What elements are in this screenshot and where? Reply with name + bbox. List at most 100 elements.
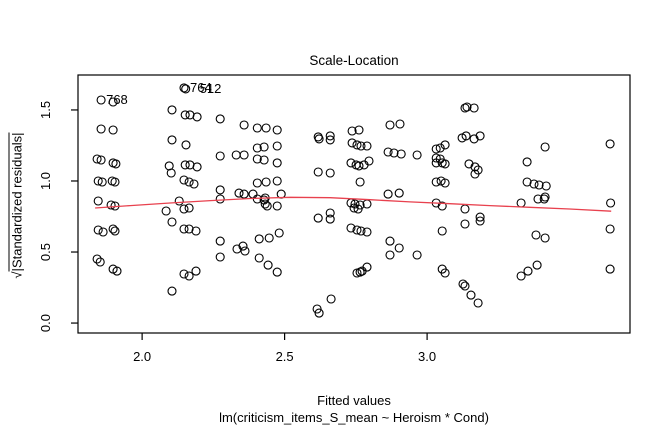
data-point [95, 257, 105, 267]
data-point [516, 198, 526, 208]
data-point [461, 131, 471, 141]
data-point [462, 102, 472, 112]
y-tick-label: 1.5 [38, 101, 53, 119]
data-point [313, 167, 323, 177]
x-tick-label: 2.0 [133, 349, 151, 364]
data-point [252, 123, 262, 133]
data-point [98, 227, 108, 237]
data-point [440, 159, 450, 169]
data-point [106, 200, 116, 210]
data-point [189, 179, 199, 189]
data-point [174, 196, 184, 206]
data-point [460, 103, 470, 113]
data-point [215, 151, 225, 161]
data-point [475, 131, 485, 141]
data-point [254, 234, 264, 244]
data-point [440, 268, 450, 278]
outlier-label: 764 [190, 80, 212, 95]
data-point [437, 226, 447, 236]
data-point [272, 141, 282, 151]
data-point [354, 161, 364, 171]
data-point [261, 123, 271, 133]
data-point [181, 84, 191, 94]
data-point [254, 253, 264, 263]
x-axis-ticks: 2.0 2.5 3.0 [133, 333, 436, 364]
data-point [112, 266, 122, 276]
data-point [108, 97, 118, 107]
data-point [383, 147, 393, 157]
data-point [469, 134, 479, 144]
data-point [347, 138, 357, 148]
data-point [325, 214, 335, 224]
data-point [97, 177, 107, 187]
data-point [325, 135, 335, 145]
data-point [180, 110, 190, 120]
outlier-label: 768 [106, 92, 128, 107]
data-point [533, 194, 543, 204]
data-point [325, 168, 335, 178]
data-point [272, 201, 282, 211]
data-point [93, 176, 103, 186]
data-point [314, 134, 324, 144]
data-point [385, 120, 395, 130]
data-point [184, 177, 194, 187]
data-point [540, 233, 550, 243]
data-point [314, 308, 324, 318]
data-point [346, 158, 356, 168]
data-point [215, 185, 225, 195]
data-point [325, 131, 335, 141]
data-point [238, 241, 248, 251]
data-point [261, 177, 271, 187]
data-point [184, 271, 194, 281]
data-point [412, 150, 422, 160]
y-tick-label: 1.0 [38, 172, 53, 190]
data-point [362, 141, 372, 151]
data-point [259, 155, 269, 165]
data-point [93, 225, 103, 235]
data-point [541, 181, 551, 191]
data-point [248, 189, 258, 199]
data-point [460, 204, 470, 214]
data-point [263, 260, 273, 270]
data-point [215, 194, 225, 204]
data-point [239, 120, 249, 130]
x-axis-title: Fitted values [317, 393, 391, 408]
data-point [312, 304, 322, 314]
data-point [110, 177, 120, 187]
data-point [167, 105, 177, 115]
data-point [108, 224, 118, 234]
data-point [437, 201, 447, 211]
data-point [96, 124, 106, 134]
plot-frame [77, 74, 631, 334]
data-point [179, 175, 189, 185]
data-point [179, 224, 189, 234]
data-point [231, 150, 241, 160]
data-point [440, 140, 450, 150]
data-point [179, 83, 189, 93]
data-point [179, 269, 189, 279]
data-point [362, 227, 372, 237]
data-point [352, 140, 362, 150]
x-tick-label: 2.5 [276, 349, 294, 364]
outlier-label: 512 [200, 81, 222, 96]
data-point [111, 159, 121, 169]
data-point [540, 142, 550, 152]
data-point [531, 230, 541, 240]
data-point [470, 169, 480, 179]
data-point [313, 213, 323, 223]
data-point [475, 216, 485, 226]
data-point [460, 219, 470, 229]
data-point [534, 180, 544, 190]
data-point [252, 154, 262, 164]
data-point [92, 254, 102, 264]
data-point [431, 144, 441, 154]
data-point [354, 125, 364, 135]
plot-title: Scale-Location [309, 53, 399, 68]
data-point [475, 212, 485, 222]
data-point [350, 199, 360, 209]
data-point [96, 155, 106, 165]
data-point [355, 177, 365, 187]
data-point [262, 201, 272, 211]
data-point [606, 198, 616, 208]
